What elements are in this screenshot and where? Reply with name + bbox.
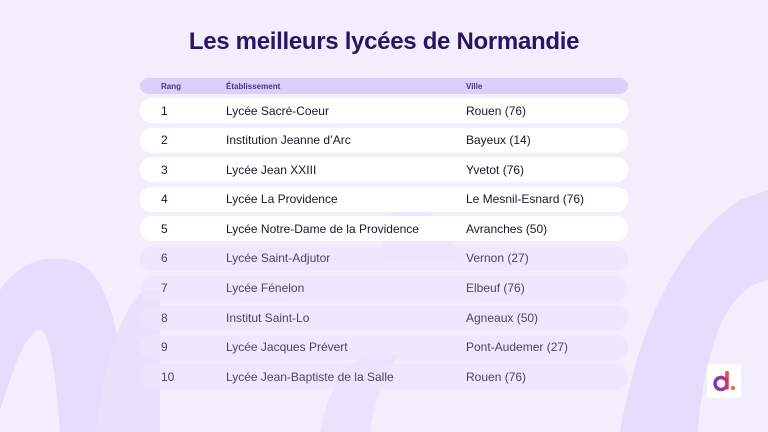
school-cell: Lycée Jean XXIII bbox=[226, 162, 317, 177]
school-cell: Institution Jeanne d’Arc bbox=[226, 133, 351, 148]
school-cell: Institut Saint-Lo bbox=[226, 310, 310, 325]
city-cell: Agneaux (50) bbox=[466, 310, 539, 325]
rank-cell: 5 bbox=[161, 221, 168, 236]
table-row: 4 Lycée La Providence Le Mesnil-Esnard (… bbox=[140, 186, 628, 212]
rank-cell: 6 bbox=[161, 251, 168, 266]
rank-cell: 8 bbox=[161, 310, 168, 325]
school-cell: Lycée Notre-Dame de la Providence bbox=[226, 221, 419, 236]
brand-logo bbox=[707, 364, 741, 398]
city-cell: Elbeuf (76) bbox=[466, 281, 525, 296]
rank-cell: 2 bbox=[161, 133, 168, 148]
rank-cell: 3 bbox=[161, 162, 168, 177]
school-cell: Lycée Jacques Prévert bbox=[226, 340, 348, 355]
header-city: Ville bbox=[466, 81, 483, 91]
school-cell: Lycée La Providence bbox=[226, 192, 338, 207]
page-title: Les meilleurs lycées de Normandie bbox=[188, 28, 580, 55]
header-school: Établissement bbox=[226, 81, 281, 91]
city-cell: Pont-Audemer (27) bbox=[466, 340, 569, 355]
table-row: 8 Institut Saint-Lo Agneaux (50) bbox=[140, 305, 628, 331]
rankings-table: Rang Établissement Ville 1 Lycée Sacré-C… bbox=[140, 78, 628, 390]
city-cell: Rouen (76) bbox=[466, 103, 527, 118]
header-rank: Rang bbox=[161, 81, 181, 91]
school-cell: Lycée Saint-Adjutor bbox=[226, 251, 331, 266]
city-cell: Rouen (76) bbox=[466, 369, 527, 384]
table-row: 5 Lycée Notre-Dame de la Providence Avra… bbox=[140, 216, 628, 242]
d-logo-icon bbox=[713, 371, 735, 392]
city-cell: Bayeux (14) bbox=[466, 133, 531, 148]
school-cell: Lycée Sacré-Coeur bbox=[226, 103, 329, 118]
city-cell: Le Mesnil-Esnard (76) bbox=[466, 192, 585, 207]
table-row: 2 Institution Jeanne d’Arc Bayeux (14) bbox=[140, 127, 628, 153]
table-row: 3 Lycée Jean XXIII Yvetot (76) bbox=[140, 157, 628, 183]
table-header: Rang Établissement Ville bbox=[140, 78, 628, 94]
rank-cell: 4 bbox=[161, 192, 168, 207]
city-cell: Vernon (27) bbox=[466, 251, 529, 266]
rank-cell: 10 bbox=[161, 369, 175, 384]
school-cell: Lycée Fénelon bbox=[226, 281, 305, 296]
rank-cell: 1 bbox=[161, 103, 168, 118]
table-row: 6 Lycée Saint-Adjutor Vernon (27) bbox=[140, 245, 628, 271]
rank-cell: 7 bbox=[161, 281, 168, 296]
table-row: 9 Lycée Jacques Prévert Pont-Audemer (27… bbox=[140, 334, 628, 360]
rank-cell: 9 bbox=[161, 340, 168, 355]
table-row: 1 Lycée Sacré-Coeur Rouen (76) bbox=[140, 98, 628, 123]
school-cell: Lycée Jean-Baptiste de la Salle bbox=[226, 369, 394, 384]
table-row: 10 Lycée Jean-Baptiste de la Salle Rouen… bbox=[140, 364, 628, 390]
table-row: 7 Lycée Fénelon Elbeuf (76) bbox=[140, 275, 628, 301]
city-cell: Avranches (50) bbox=[466, 221, 548, 236]
city-cell: Yvetot (76) bbox=[466, 162, 525, 177]
